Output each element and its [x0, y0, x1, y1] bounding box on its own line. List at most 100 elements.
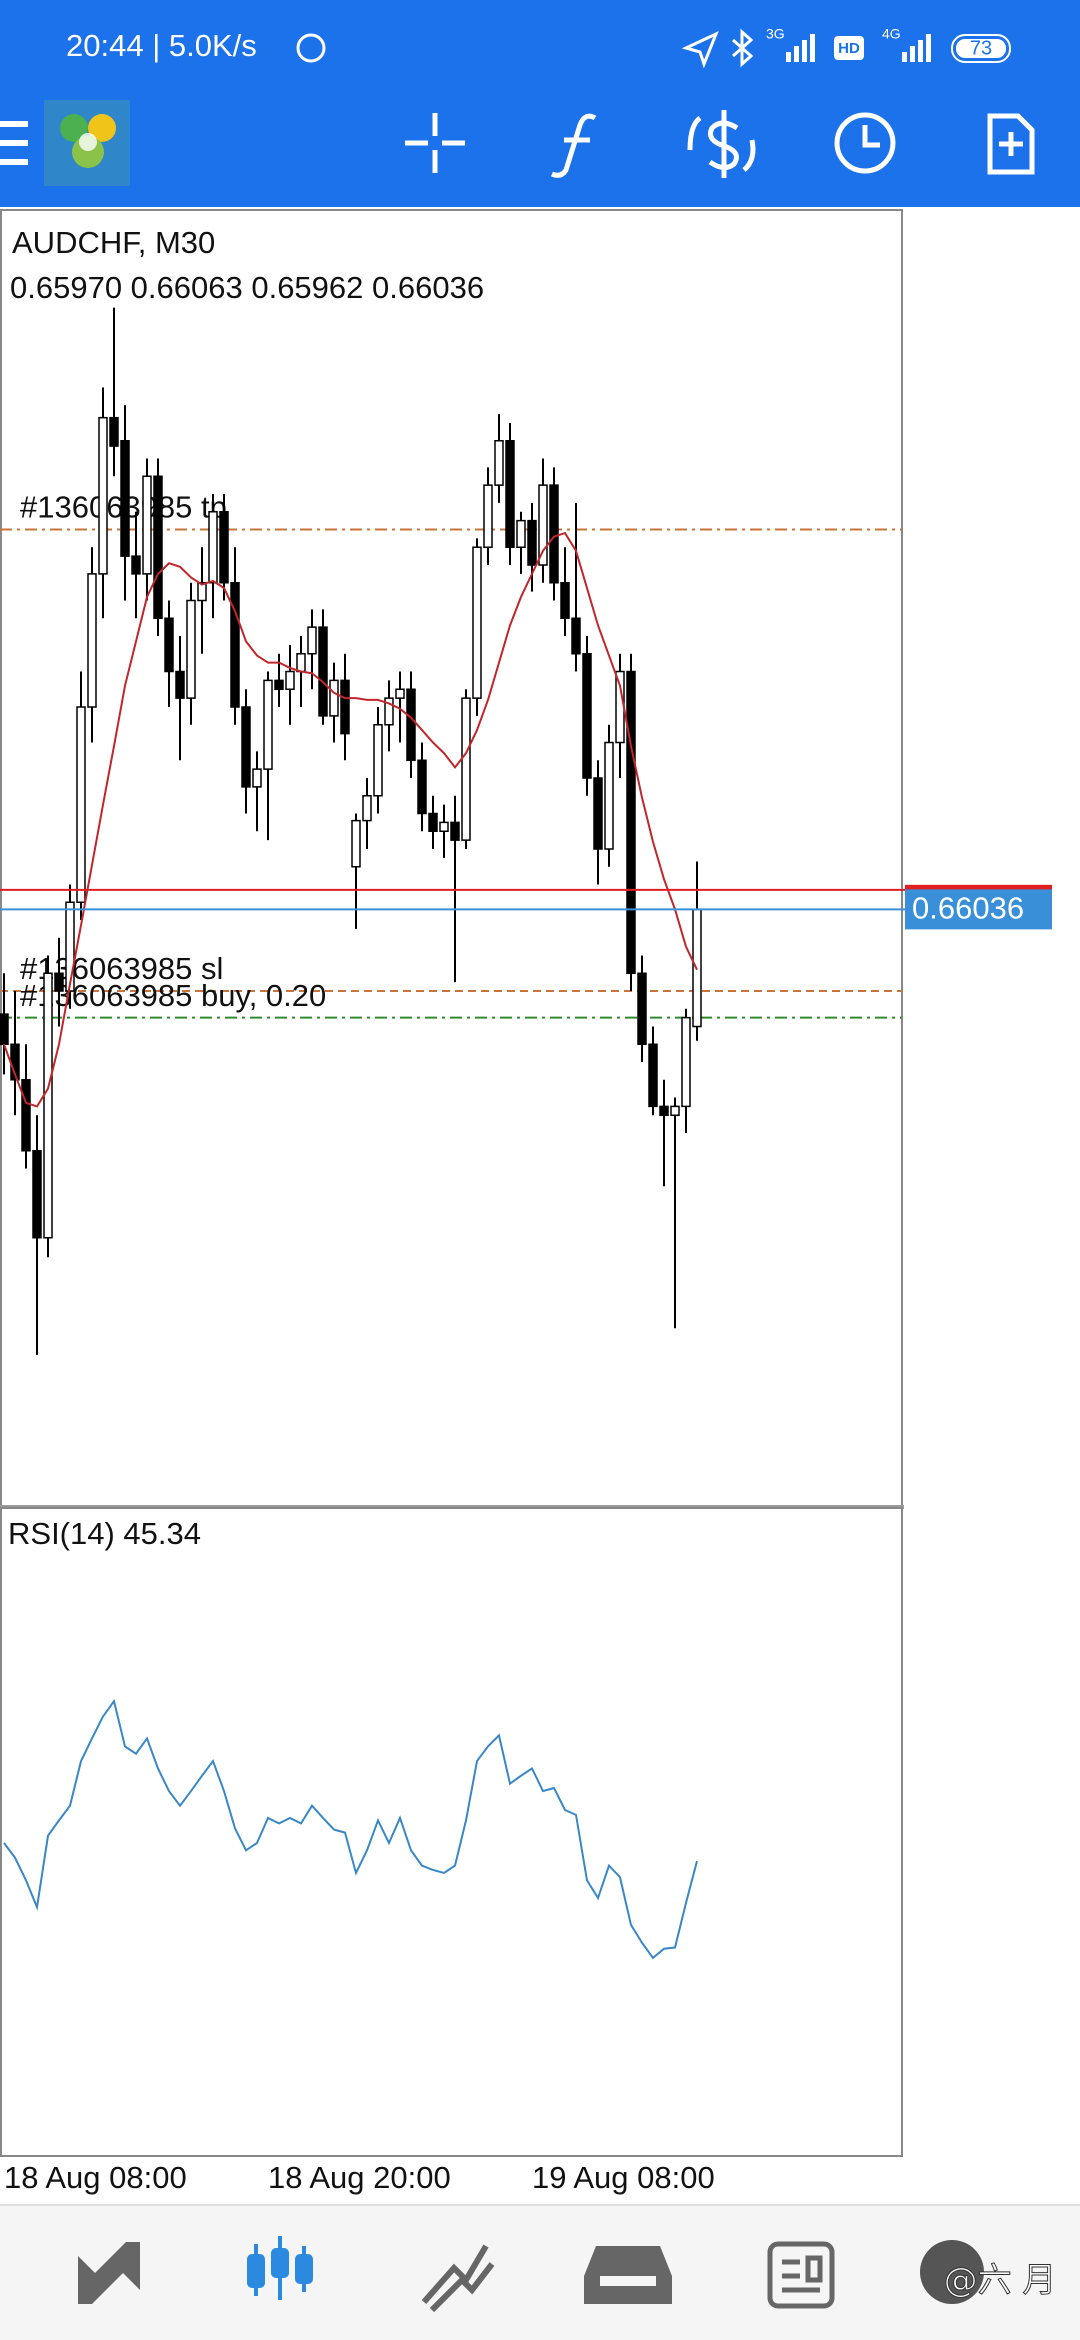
candle-body	[494, 440, 504, 486]
candle-body	[483, 484, 493, 549]
candle-body	[142, 475, 152, 575]
candle-body	[417, 759, 427, 815]
bid-label-box	[905, 889, 1052, 930]
signal-label: 3G	[766, 26, 785, 42]
candle-body	[241, 706, 251, 788]
candle-body	[43, 972, 53, 1239]
candle-body	[186, 599, 196, 699]
candle-body	[538, 484, 548, 566]
candle-body	[681, 1016, 691, 1108]
candle-body	[208, 511, 218, 584]
watermark: @六 月	[944, 2261, 1057, 2301]
bottom-nav	[0, 2205, 1080, 2340]
candle-body	[582, 653, 592, 779]
candle-body	[219, 511, 229, 584]
ask-marker	[905, 884, 1052, 893]
candle-body	[76, 706, 86, 904]
candle-body	[659, 1105, 669, 1117]
settings-tab[interactable]	[920, 2240, 984, 2304]
candle-body	[593, 777, 603, 850]
candle-body	[648, 1043, 658, 1108]
candle-body	[131, 555, 141, 575]
candle-body	[0, 1013, 9, 1046]
indicator-line	[3, 1698, 698, 1960]
ohlc-info: 0.65970 0.66063 0.65962 0.66036	[10, 270, 484, 305]
signal-icon	[786, 34, 815, 62]
candle-body	[670, 1105, 680, 1117]
candle-body	[461, 697, 471, 841]
chart-tab[interactable]	[247, 2236, 313, 2300]
price-panel-frame	[0, 209, 903, 1507]
crosshair-icon[interactable]	[405, 113, 465, 173]
candle-body	[527, 519, 537, 566]
battery-icon	[951, 34, 1011, 63]
signal-label: 4G	[882, 26, 901, 42]
app-logo[interactable]	[44, 100, 130, 186]
trade-icon[interactable]	[687, 110, 756, 178]
candle-body	[406, 688, 416, 762]
x-tick-label: 18 Aug 20:00	[268, 2160, 451, 2195]
candle-body	[362, 795, 372, 822]
candle-body	[318, 626, 328, 717]
app-bar	[0, 0, 1080, 207]
candle-body	[384, 697, 394, 726]
candle-body	[373, 724, 383, 797]
candle-body	[230, 582, 240, 708]
candle-body	[263, 679, 273, 770]
candle-body	[626, 670, 636, 975]
quotes-tab[interactable]	[78, 2242, 140, 2304]
candle-body	[450, 821, 460, 841]
candle-body	[87, 573, 97, 708]
location-icon	[681, 31, 719, 69]
indicator-line	[3, 531, 698, 1108]
history-tab[interactable]	[584, 2246, 672, 2304]
alarm-icon	[296, 33, 326, 63]
candle-body	[428, 812, 438, 833]
candle-body	[395, 688, 405, 699]
candle-body	[98, 416, 108, 575]
candle-body	[604, 741, 614, 850]
candle-body	[285, 670, 295, 691]
order-label: #136063985 sl	[20, 951, 223, 986]
signal-icon	[902, 34, 931, 62]
candle-body	[32, 1150, 42, 1239]
candle-body	[197, 582, 207, 602]
candle-body	[560, 582, 570, 620]
indicator-icon[interactable]	[550, 113, 597, 178]
candle-body	[274, 679, 284, 691]
candle-body	[571, 617, 581, 655]
chart-title: AUDCHF, M30	[12, 225, 215, 260]
status-time: 20:44 | 5.0K/s	[66, 28, 257, 63]
candle-body	[637, 972, 647, 1046]
candle-body	[307, 626, 317, 655]
candle-body	[296, 653, 306, 673]
candle-body	[65, 901, 75, 992]
candle-body	[516, 519, 526, 549]
battery-fill	[956, 39, 1006, 58]
candle-body	[439, 821, 449, 833]
candle-body	[109, 416, 119, 447]
battery-level: 73	[970, 37, 992, 59]
candle-body	[120, 440, 130, 557]
candle-body	[472, 546, 482, 699]
hd-label: HD	[838, 40, 860, 57]
rsi-title: RSI(14) 45.34	[8, 1516, 201, 1551]
x-tick-label: 18 Aug 08:00	[4, 2160, 187, 2195]
candle-body	[21, 1079, 31, 1152]
x-tick-label: 19 Aug 08:00	[532, 2160, 715, 2195]
candle-body	[153, 475, 163, 620]
candle-body	[54, 972, 64, 992]
trade-tab[interactable]	[421, 2244, 495, 2313]
candle-body	[175, 670, 185, 699]
candle-body	[252, 768, 262, 788]
candle-body	[549, 484, 559, 584]
rsi-panel-frame	[0, 1507, 903, 2157]
menu-icon[interactable]	[0, 121, 28, 165]
new-order-icon[interactable]	[987, 113, 1035, 175]
period-icon[interactable]	[834, 112, 896, 174]
candle-body	[329, 679, 339, 717]
candle-body	[351, 819, 361, 868]
news-tab[interactable]	[767, 2241, 835, 2309]
candle-body	[615, 670, 625, 744]
